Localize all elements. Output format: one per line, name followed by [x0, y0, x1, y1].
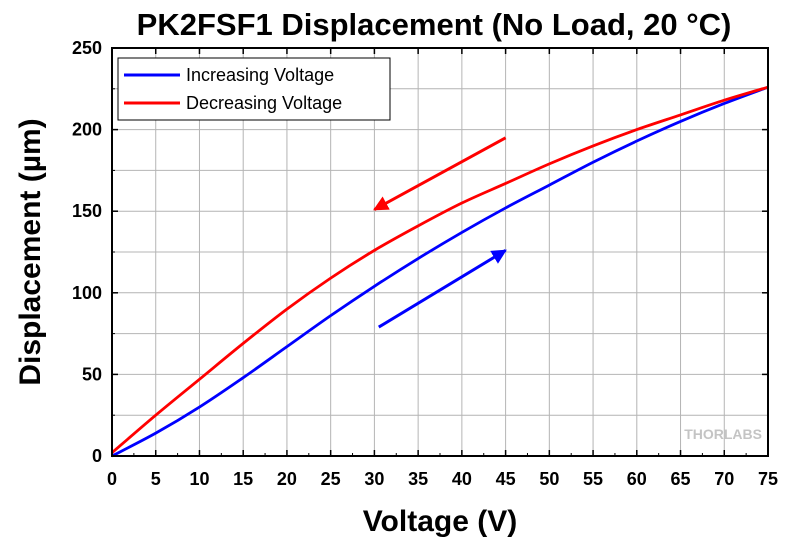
- legend-label-decreasing: Decreasing Voltage: [186, 93, 342, 113]
- y-tick-label: 250: [72, 38, 102, 58]
- x-tick-label: 0: [107, 469, 117, 489]
- x-axis-label: Voltage (V): [363, 505, 517, 538]
- y-axis-ticks: 0 50 100 150 200 250: [72, 38, 768, 466]
- y-tick-label: 50: [82, 364, 102, 384]
- x-tick-label: 15: [233, 469, 253, 489]
- x-tick-label: 20: [277, 469, 297, 489]
- chart-title: PK2FSF1 Displacement (No Load, 20 °C): [137, 7, 732, 42]
- y-tick-label: 200: [72, 120, 102, 140]
- x-tick-label: 25: [321, 469, 341, 489]
- series-layer: [111, 85, 769, 458]
- x-tick-label: 30: [364, 469, 384, 489]
- series-line-decreasing: [111, 85, 769, 454]
- legend: Increasing Voltage Decreasing Voltage: [117, 57, 391, 121]
- x-tick-label: 75: [758, 469, 778, 489]
- series-line-increasing: [111, 85, 769, 458]
- x-tick-label: 55: [583, 469, 603, 489]
- x-tick-label: 45: [496, 469, 516, 489]
- x-tick-label: 35: [408, 469, 428, 489]
- x-tick-label: 10: [189, 469, 209, 489]
- legend-box: [117, 57, 391, 121]
- x-tick-label: 40: [452, 469, 472, 489]
- y-tick-label: 0: [92, 446, 102, 466]
- increasing-direction-arrow: [377, 249, 507, 329]
- x-axis-ticks: 0 5 10 15 20 25 30 35 40 45 50 55 60 65 70 75: [107, 48, 778, 489]
- y-tick-label: 100: [72, 283, 102, 303]
- x-tick-label: 60: [627, 469, 647, 489]
- x-tick-label: 65: [671, 469, 691, 489]
- x-tick-label: 70: [714, 469, 734, 489]
- annotation-layer: [373, 136, 507, 329]
- thorlabs-watermark: THORLABS: [684, 426, 762, 442]
- y-axis-label: Displacement (µm): [14, 118, 47, 385]
- decreasing-direction-arrow: [373, 136, 507, 211]
- legend-label-increasing: Increasing Voltage: [186, 65, 334, 85]
- y-tick-label: 150: [72, 201, 102, 221]
- x-tick-label: 50: [539, 469, 559, 489]
- x-tick-label: 5: [151, 469, 161, 489]
